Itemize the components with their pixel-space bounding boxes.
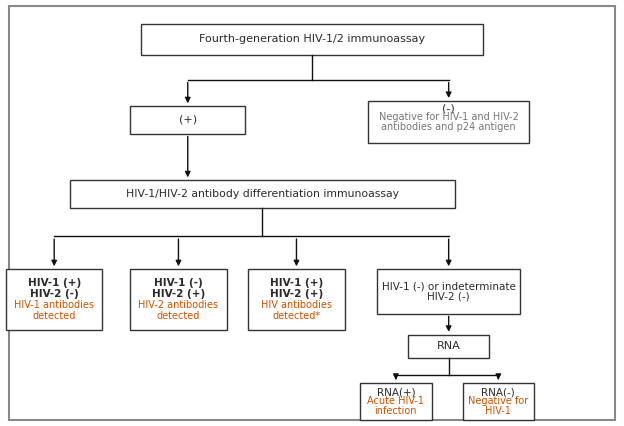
- Text: HIV antibodies: HIV antibodies: [261, 300, 332, 310]
- Text: HIV-2 (+): HIV-2 (+): [270, 289, 323, 299]
- Text: HIV-1 antibodies: HIV-1 antibodies: [14, 300, 94, 310]
- Text: HIV-2 antibodies: HIV-2 antibodies: [139, 300, 218, 310]
- Text: RNA(+): RNA(+): [376, 387, 415, 397]
- Text: HIV-2 (-): HIV-2 (-): [30, 289, 79, 299]
- FancyBboxPatch shape: [368, 101, 529, 143]
- FancyBboxPatch shape: [130, 269, 227, 331]
- Text: (+): (+): [178, 115, 197, 125]
- Text: Negative for: Negative for: [468, 396, 529, 406]
- FancyBboxPatch shape: [360, 383, 432, 420]
- FancyBboxPatch shape: [408, 335, 489, 358]
- Text: infection: infection: [374, 406, 417, 416]
- Text: HIV-1 (-): HIV-1 (-): [154, 278, 203, 288]
- Text: RNA(-): RNA(-): [482, 387, 515, 397]
- Text: Acute HIV-1: Acute HIV-1: [368, 396, 424, 406]
- FancyBboxPatch shape: [141, 24, 483, 55]
- Text: Negative for HIV-1 and HIV-2: Negative for HIV-1 and HIV-2: [379, 112, 519, 122]
- Text: HIV-1 (-) or indeterminate: HIV-1 (-) or indeterminate: [382, 281, 515, 291]
- Text: detected*: detected*: [273, 311, 321, 321]
- FancyBboxPatch shape: [130, 106, 245, 134]
- Text: HIV-2 (+): HIV-2 (+): [152, 289, 205, 299]
- Text: (-): (-): [442, 103, 455, 113]
- FancyBboxPatch shape: [248, 269, 344, 331]
- Text: antibodies and p24 antigen: antibodies and p24 antigen: [381, 122, 516, 132]
- Text: RNA: RNA: [437, 341, 461, 351]
- FancyBboxPatch shape: [378, 269, 520, 314]
- Text: HIV-1 (+): HIV-1 (+): [270, 278, 323, 288]
- Text: detected: detected: [32, 311, 76, 321]
- Text: detected: detected: [157, 311, 200, 321]
- FancyBboxPatch shape: [70, 180, 455, 208]
- FancyBboxPatch shape: [462, 383, 534, 420]
- Text: Fourth-generation HIV-1/2 immunoassay: Fourth-generation HIV-1/2 immunoassay: [199, 35, 425, 44]
- Text: HIV-1: HIV-1: [485, 406, 511, 416]
- FancyBboxPatch shape: [6, 269, 102, 331]
- Text: HIV-1/HIV-2 antibody differentiation immunoassay: HIV-1/HIV-2 antibody differentiation imm…: [126, 189, 399, 199]
- Text: HIV-1 (+): HIV-1 (+): [27, 278, 81, 288]
- Text: HIV-2 (-): HIV-2 (-): [427, 291, 470, 301]
